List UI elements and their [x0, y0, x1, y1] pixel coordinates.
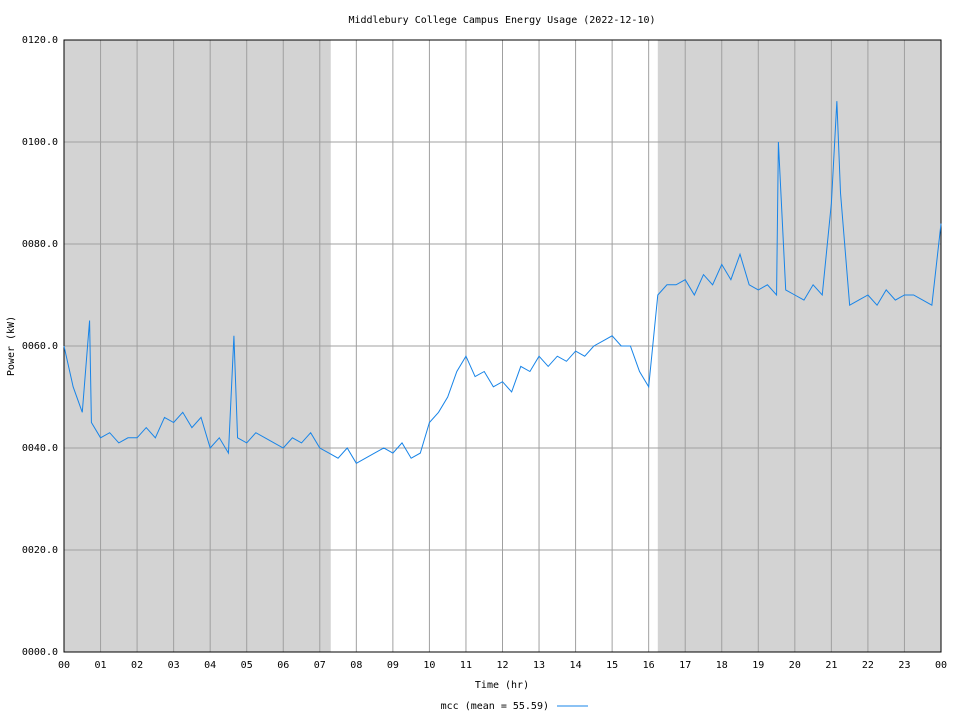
- x-tick-label: 21: [825, 660, 837, 671]
- y-tick-label: 0060.0: [22, 341, 58, 352]
- x-tick-label: 05: [241, 660, 253, 671]
- x-tick-label: 18: [716, 660, 728, 671]
- x-tick-label: 02: [131, 660, 143, 671]
- x-tick-label: 13: [533, 660, 545, 671]
- x-tick-label: 03: [168, 660, 180, 671]
- legend-label: mcc (mean = 55.59): [441, 701, 549, 712]
- x-tick-label: 22: [862, 660, 874, 671]
- y-tick-label: 0080.0: [22, 239, 58, 250]
- x-tick-label: 04: [204, 660, 216, 671]
- x-tick-label: 11: [460, 660, 472, 671]
- x-tick-label: 07: [314, 660, 326, 671]
- x-tick-label: 00: [58, 660, 70, 671]
- x-tick-label: 01: [95, 660, 107, 671]
- x-tick-label: 14: [570, 660, 582, 671]
- x-tick-label: 19: [752, 660, 764, 671]
- y-axis-label: Power (kW): [6, 316, 17, 376]
- x-tick-label: 09: [387, 660, 399, 671]
- x-tick-label: 15: [606, 660, 618, 671]
- x-tick-label: 20: [789, 660, 801, 671]
- x-tick-label: 12: [496, 660, 508, 671]
- x-tick-label: 00: [935, 660, 947, 671]
- x-tick-label: 16: [643, 660, 655, 671]
- x-axis-label: Time (hr): [475, 680, 529, 691]
- y-tick-label: 0040.0: [22, 443, 58, 454]
- x-tick-label: 08: [350, 660, 362, 671]
- x-tick-label: 23: [898, 660, 910, 671]
- data-line: [63, 101, 942, 464]
- y-tick-label: 0120.0: [22, 35, 58, 46]
- y-tick-label: 0000.0: [22, 647, 58, 658]
- x-tick-label: 06: [277, 660, 289, 671]
- chart-title: Middlebury College Campus Energy Usage (…: [348, 15, 655, 26]
- y-tick-label: 0020.0: [22, 545, 58, 556]
- x-tick-label: 17: [679, 660, 691, 671]
- x-tick-label: 10: [423, 660, 435, 671]
- y-tick-label: 0100.0: [22, 137, 58, 148]
